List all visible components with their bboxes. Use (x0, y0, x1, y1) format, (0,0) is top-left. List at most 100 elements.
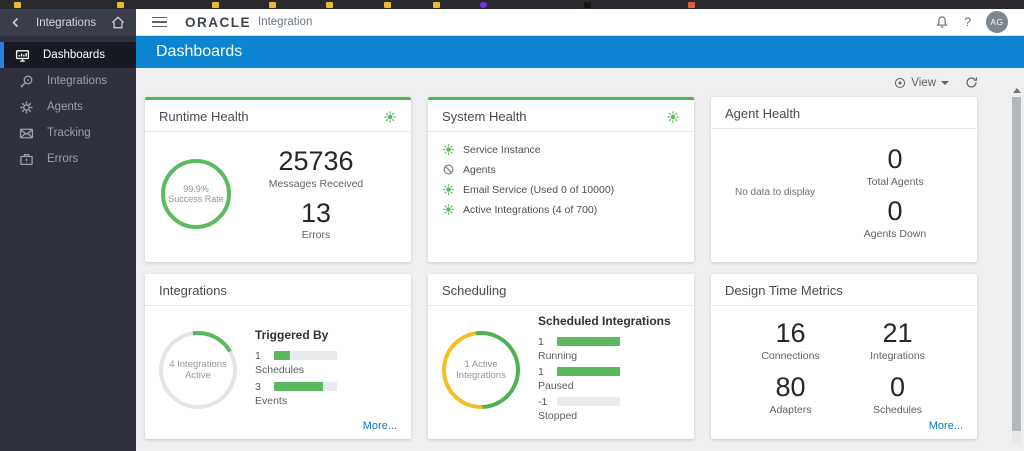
status-disabled-icon (442, 163, 455, 176)
card-body: 99.9% Success Rate 25736 Messages Receiv… (145, 132, 411, 262)
card-body: 1 Active Integrations Scheduled Integrat… (428, 306, 694, 439)
bar-row: 3 Events (255, 381, 399, 407)
oracle-logo: ORACLE (185, 14, 251, 30)
metric-value: 0 (887, 196, 903, 226)
metric: 0 Total Agents (866, 145, 923, 188)
metric-value: 25736 (278, 145, 354, 176)
view-dropdown[interactable]: View (894, 77, 949, 89)
bookmark-folder-icon[interactable] (384, 2, 391, 8)
sidebar-item-label: Integrations (47, 75, 108, 87)
success-rate-gauge: 99.9% Success Rate (161, 159, 231, 229)
status-label: Service Instance (463, 143, 541, 156)
gear-icon (19, 100, 34, 115)
status-label: Email Service (Used 0 of 10000) (463, 183, 615, 196)
metric: 16 Connections (737, 314, 844, 368)
more-link[interactable]: More... (362, 420, 397, 432)
metric-value: 21 (882, 318, 913, 349)
agent-metrics: 0 Total Agents 0 Agents Down (823, 145, 967, 240)
refresh-icon[interactable] (965, 76, 978, 89)
monitor-icon (15, 48, 30, 63)
sidebar-item-agents[interactable]: Agents (0, 94, 136, 120)
card-design-time-metrics: Design Time Metrics 16 Connections 21 In… (711, 274, 977, 439)
metric-label: Adapters (769, 403, 812, 416)
bookmark-folder-icon[interactable] (14, 2, 21, 8)
user-avatar[interactable]: AG (986, 11, 1008, 33)
status-row: Active Integrations (4 of 700) (442, 203, 680, 216)
more-link[interactable]: More... (928, 420, 963, 432)
bar-value: -1 (538, 395, 548, 408)
card-header: Integrations (145, 274, 411, 306)
bar-fill (274, 351, 291, 360)
gauge-label: Success Rate (168, 194, 224, 204)
bar-row: 1 Running (538, 336, 682, 362)
card-body: No data to display 0 Total Agents 0 Agen… (711, 129, 977, 262)
card-title: System Health (442, 109, 527, 124)
bookmark-folder-icon[interactable] (117, 2, 124, 8)
sidebar-item-errors[interactable]: Errors (0, 146, 136, 172)
sidebar-item-dashboards[interactable]: Dashboards (0, 42, 136, 68)
sidebar-item-integrations[interactable]: Integrations (0, 68, 136, 94)
bookmark-folder-icon[interactable] (269, 2, 276, 8)
sidebar-item-tracking[interactable]: Tracking (0, 120, 136, 146)
bookmark-site-icon[interactable] (688, 2, 695, 8)
chevron-left-icon[interactable] (11, 17, 20, 28)
scroll-up-arrow[interactable] (1012, 88, 1021, 93)
runtime-metrics: 25736 Messages Received 13 Errors (231, 145, 401, 241)
status-row: Email Service (Used 0 of 10000) (442, 183, 680, 196)
status-ok-icon (442, 183, 455, 196)
product-name: Integration (258, 16, 313, 28)
scheduled-integrations-section: Scheduled Integrations 1 Running (520, 314, 682, 426)
metric: 25736 Messages Received (269, 145, 364, 189)
bookmark-folder-icon[interactable] (212, 2, 219, 8)
metric-value: 16 (775, 318, 806, 349)
bar-track (557, 397, 620, 406)
card-title: Scheduling (442, 283, 507, 298)
donut-label: 4 Integrations Active (163, 334, 233, 405)
bar-track (274, 351, 337, 360)
metric-label: Integrations (870, 350, 925, 363)
card-agent-health: Agent Health No data to display 0 Total … (711, 97, 977, 262)
status-ok-icon (666, 110, 680, 124)
bookmarks-bar (0, 0, 1024, 9)
bar-value: 1 (255, 349, 261, 362)
bookmark-folder-icon[interactable] (326, 2, 333, 8)
metric-label: Agents Down (863, 227, 927, 240)
content-toolbar: View (145, 68, 1024, 97)
scrollbar-thumb[interactable] (1012, 97, 1021, 432)
bookmark-site-icon[interactable] (584, 2, 591, 8)
metric: 13 Errors (300, 197, 332, 241)
bookmark-folder-icon[interactable] (433, 2, 440, 8)
sidebar-item-label: Agents (47, 101, 83, 113)
home-icon[interactable] (111, 16, 125, 29)
metric: 0 Schedules (844, 368, 951, 422)
metric-value: 80 (775, 371, 806, 402)
section-title: Scheduled Integrations (538, 313, 671, 328)
metric-value: 0 (887, 144, 903, 175)
view-label: View (911, 76, 936, 89)
scrollbar-track[interactable] (1012, 97, 1021, 445)
hamburger-menu-icon[interactable] (152, 16, 167, 28)
bar-fill (557, 367, 620, 376)
page-title: Dashboards (156, 43, 243, 60)
scheduling-donut-chart: 1 Active Integrations (442, 330, 520, 409)
bar-fill (557, 337, 620, 346)
triggered-by-section: Triggered By 1 Schedules 3 (237, 328, 399, 412)
top-bar: ORACLE Integration ? AG (136, 9, 1024, 36)
status-row: Agents (442, 163, 680, 176)
sidebar: Integrations Dashboards Integrations (0, 9, 136, 451)
donut-label: 1 Active Integrations (446, 334, 516, 405)
help-icon[interactable]: ? (964, 15, 971, 29)
vertical-scrollbar (1011, 88, 1022, 445)
notifications-bell-icon[interactable] (935, 15, 949, 30)
sidebar-nav: Dashboards Integrations Agents Tracking (0, 36, 136, 172)
bookmark-site-icon[interactable] (480, 2, 487, 8)
donut-line1: 1 Active (464, 358, 498, 370)
bar-track (274, 382, 337, 391)
metric: 80 Adapters (737, 368, 844, 422)
metric-value: 13 (300, 197, 332, 228)
bar-row: 1 Paused (538, 366, 682, 392)
card-scheduling: Scheduling 1 Active Integrations Schedul… (428, 274, 694, 439)
status-row: Service Instance (442, 143, 680, 156)
app-window: Integrations Dashboards Integrations (0, 9, 1024, 451)
dashboard-content: View Runtime Health (136, 68, 1024, 451)
